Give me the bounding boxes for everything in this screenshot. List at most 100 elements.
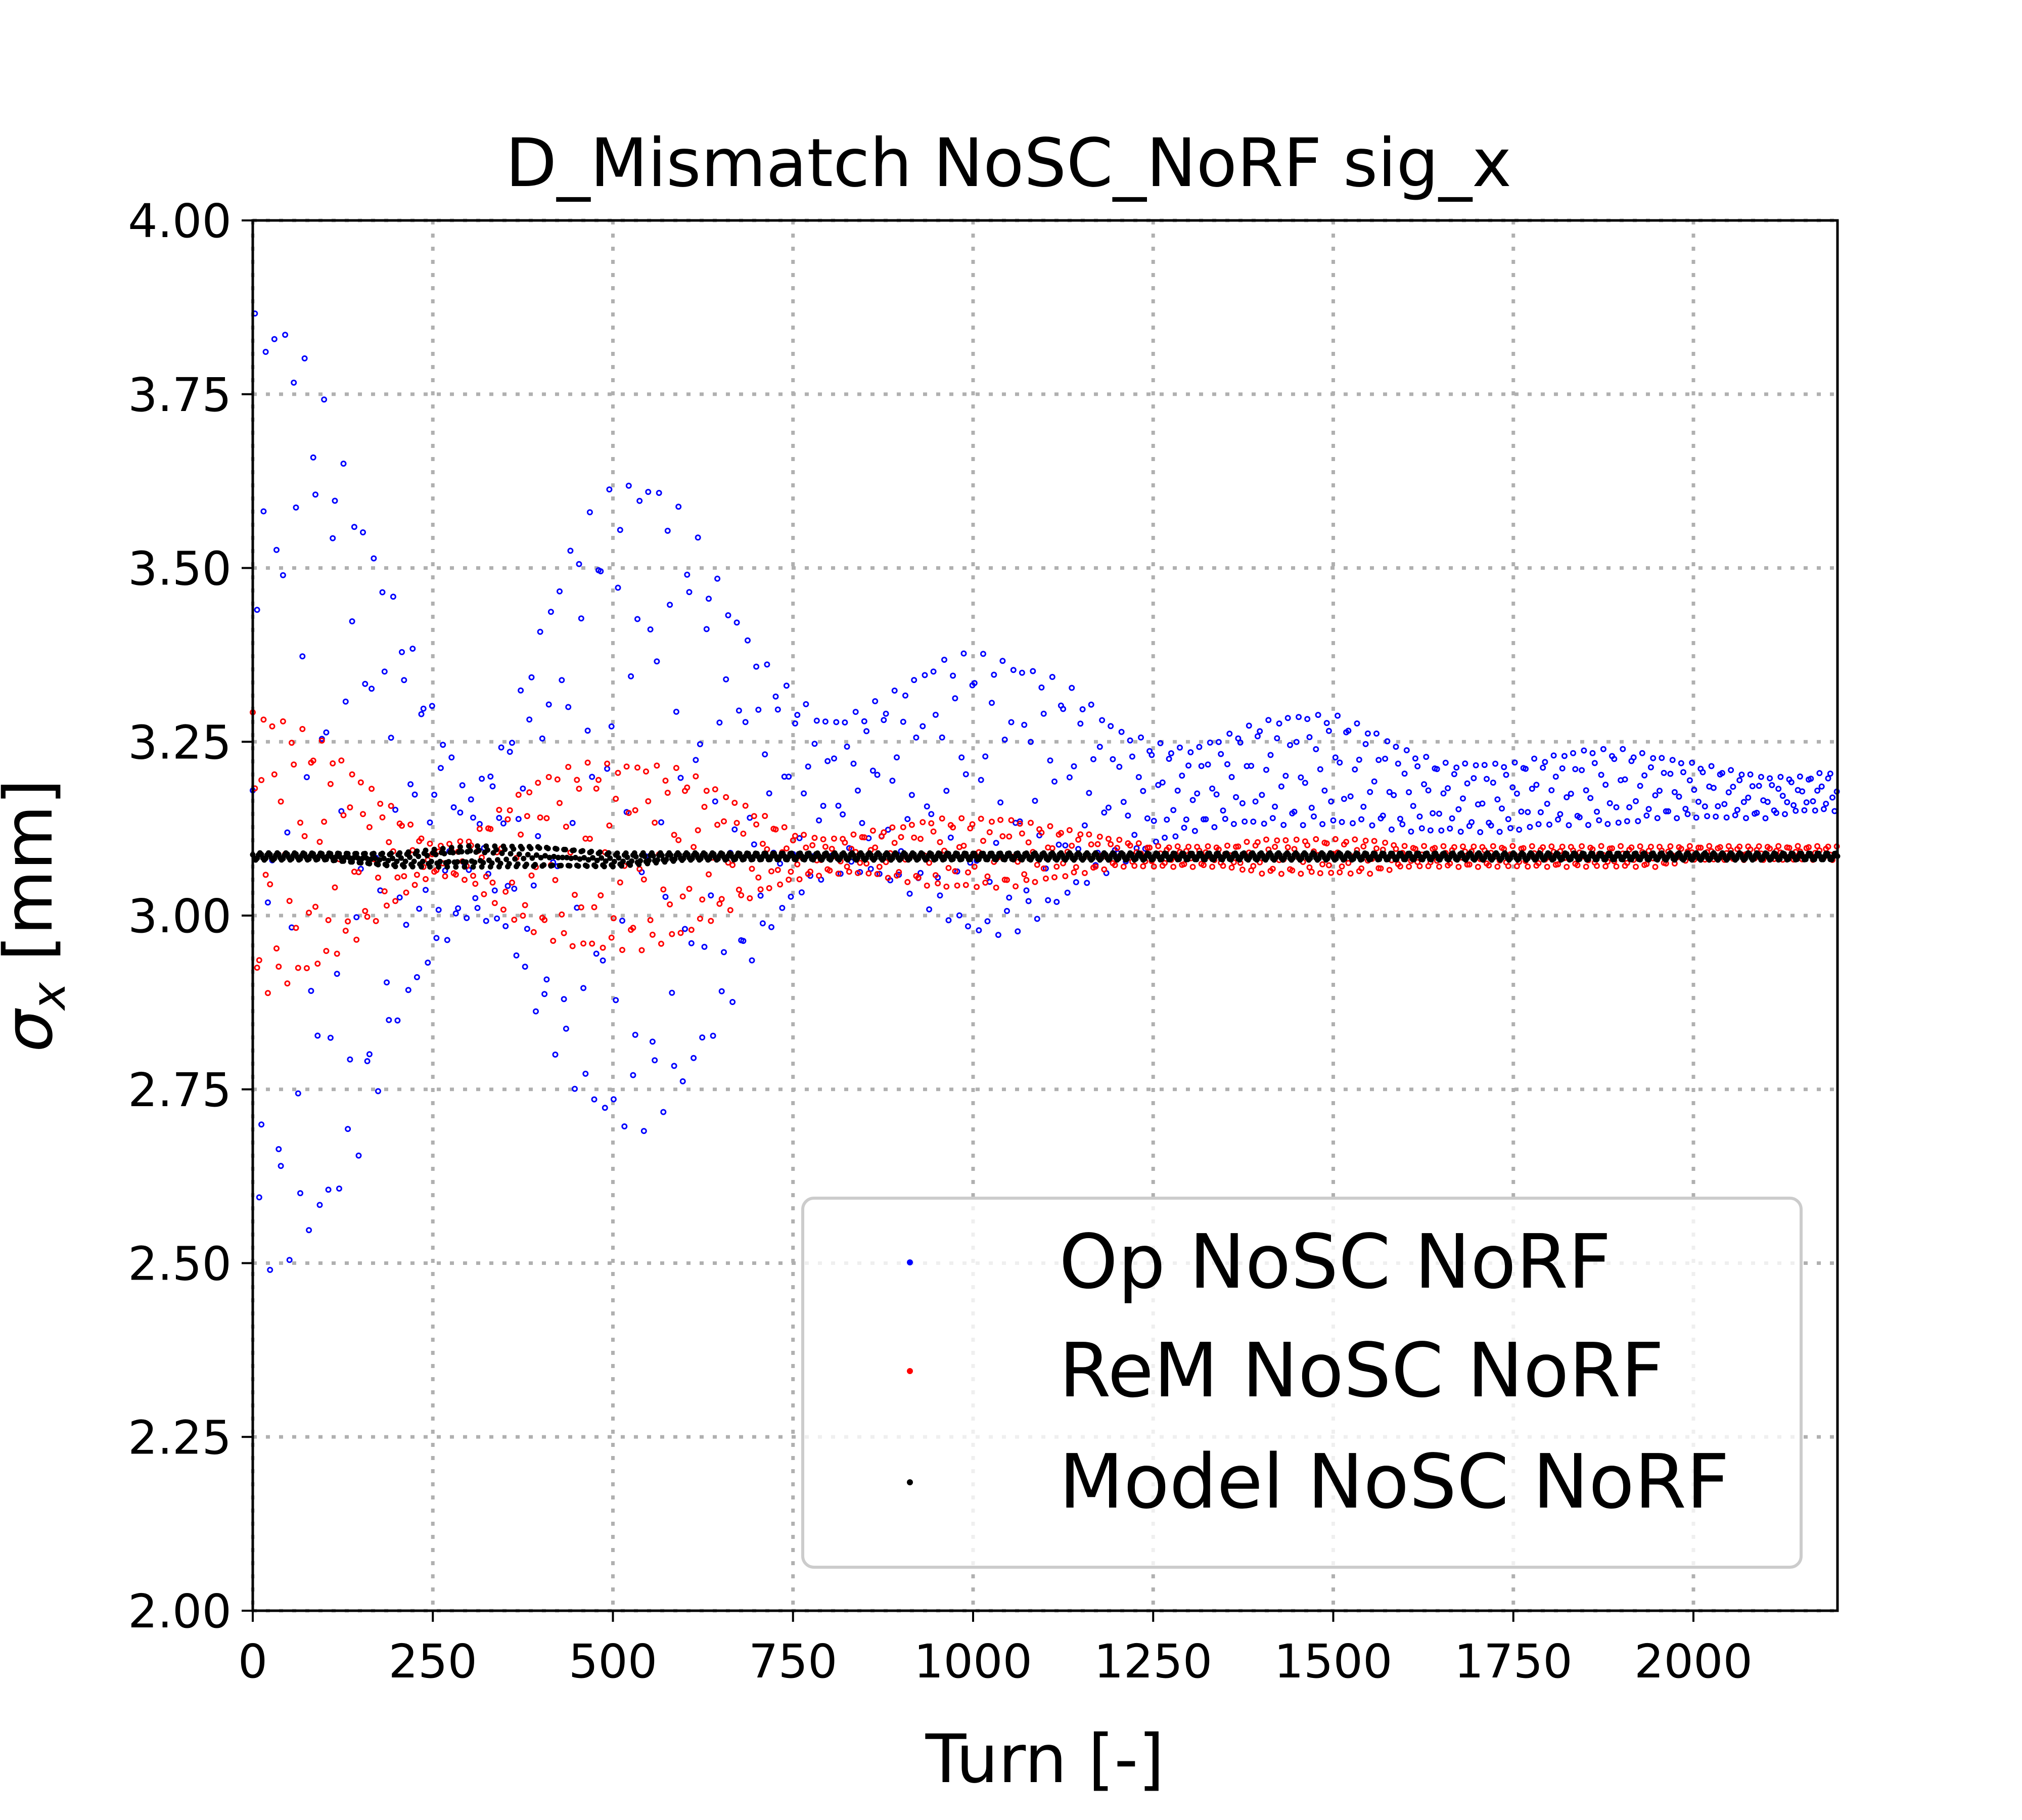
data-point bbox=[984, 873, 991, 880]
data-point bbox=[353, 914, 360, 921]
data-point bbox=[638, 947, 645, 953]
data-point bbox=[1293, 836, 1300, 843]
data-point bbox=[604, 760, 611, 767]
data-point bbox=[515, 861, 521, 867]
data-point bbox=[366, 860, 373, 867]
data-point bbox=[264, 990, 271, 996]
data-point bbox=[1207, 739, 1213, 746]
data-point bbox=[515, 792, 522, 798]
data-point bbox=[989, 818, 995, 825]
data-point bbox=[772, 693, 779, 700]
data-point bbox=[538, 855, 544, 860]
data-point bbox=[1259, 871, 1265, 877]
data-point bbox=[699, 896, 706, 903]
data-point bbox=[924, 803, 930, 810]
data-point bbox=[729, 862, 736, 868]
data-point bbox=[803, 844, 809, 851]
data-point bbox=[585, 857, 591, 863]
data-point bbox=[578, 615, 584, 622]
data-point bbox=[1191, 828, 1198, 834]
legend-marker bbox=[907, 1479, 913, 1485]
data-point bbox=[1555, 816, 1561, 823]
data-point bbox=[1235, 843, 1242, 850]
data-point bbox=[295, 1090, 301, 1097]
data-point bbox=[708, 918, 714, 924]
data-point bbox=[375, 861, 381, 868]
data-point bbox=[420, 858, 426, 864]
data-point bbox=[950, 824, 956, 831]
data-point bbox=[1021, 721, 1028, 728]
data-point bbox=[1654, 815, 1661, 822]
data-point bbox=[555, 854, 561, 860]
data-point bbox=[1084, 880, 1090, 886]
data-point bbox=[1557, 811, 1564, 817]
data-point bbox=[606, 486, 613, 493]
data-point bbox=[390, 594, 396, 600]
data-point bbox=[457, 809, 464, 816]
data-point bbox=[1430, 810, 1436, 816]
data-point bbox=[416, 853, 422, 859]
data-point bbox=[1657, 788, 1663, 794]
data-point bbox=[1215, 739, 1222, 745]
data-point bbox=[1252, 798, 1259, 805]
data-point bbox=[1527, 824, 1533, 830]
data-point bbox=[575, 863, 581, 869]
data-point bbox=[503, 856, 510, 862]
data-point bbox=[334, 971, 340, 977]
x-tick-label: 2000 bbox=[1634, 1634, 1753, 1689]
data-point bbox=[584, 727, 591, 734]
data-point bbox=[867, 866, 874, 872]
data-point bbox=[1291, 808, 1298, 815]
data-point bbox=[1116, 763, 1123, 770]
x-tick-label: 1250 bbox=[1094, 1634, 1212, 1689]
data-point bbox=[1081, 822, 1088, 829]
data-point bbox=[1669, 757, 1676, 763]
data-point bbox=[394, 858, 400, 864]
data-point bbox=[1151, 817, 1157, 824]
data-point bbox=[894, 754, 900, 761]
data-point bbox=[1678, 760, 1684, 766]
data-point bbox=[716, 900, 723, 907]
data-point bbox=[1162, 860, 1168, 866]
data-point bbox=[721, 818, 727, 825]
data-point bbox=[1535, 821, 1542, 828]
data-point bbox=[1308, 804, 1315, 811]
data-point bbox=[608, 723, 615, 730]
data-point bbox=[1613, 804, 1620, 810]
data-point bbox=[1445, 785, 1451, 792]
data-point bbox=[379, 814, 386, 821]
data-point bbox=[749, 957, 755, 964]
data-point bbox=[413, 974, 420, 980]
data-point bbox=[1397, 863, 1403, 870]
data-point bbox=[1382, 755, 1389, 762]
data-point bbox=[1810, 798, 1816, 804]
data-point bbox=[659, 852, 665, 858]
data-point bbox=[896, 869, 902, 875]
data-point bbox=[1362, 837, 1369, 844]
data-point bbox=[1767, 775, 1773, 782]
data-point bbox=[751, 841, 757, 848]
data-point bbox=[321, 818, 328, 825]
data-point bbox=[598, 892, 604, 898]
data-point bbox=[598, 568, 604, 574]
data-point bbox=[1395, 760, 1401, 767]
data-point bbox=[485, 847, 490, 853]
data-point bbox=[876, 863, 883, 870]
data-point bbox=[1572, 766, 1579, 772]
data-point bbox=[999, 833, 1006, 840]
data-point bbox=[779, 904, 786, 911]
data-point bbox=[610, 1096, 617, 1103]
data-point bbox=[493, 847, 499, 853]
data-point bbox=[1306, 734, 1313, 741]
data-point bbox=[398, 855, 404, 861]
data-point bbox=[1230, 821, 1237, 827]
data-point bbox=[1587, 795, 1594, 801]
data-point bbox=[747, 895, 753, 901]
data-point bbox=[1520, 845, 1527, 851]
data-point bbox=[1764, 799, 1771, 805]
data-point bbox=[1775, 843, 1782, 849]
data-point bbox=[576, 786, 582, 792]
data-point bbox=[908, 792, 915, 798]
data-point bbox=[1633, 798, 1639, 804]
data-point bbox=[928, 811, 935, 817]
